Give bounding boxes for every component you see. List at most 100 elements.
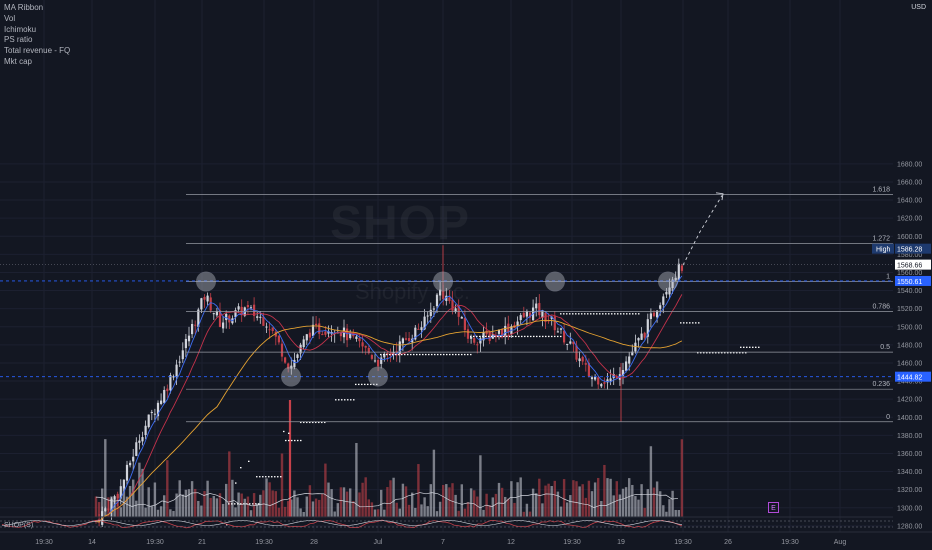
price-axis-tick: 1580.00 (897, 252, 922, 259)
ichimoku-dot (464, 353, 466, 356)
pivot-circle (658, 271, 678, 292)
volume-bar (373, 509, 377, 517)
candle-body (401, 338, 404, 344)
volume-bar (556, 491, 560, 517)
volume-bar (680, 439, 684, 517)
ichimoku-dot (274, 476, 276, 478)
candle-body (429, 309, 432, 316)
candle-body (497, 329, 501, 334)
volume-bar (342, 487, 346, 517)
earnings-event-badge[interactable]: E (768, 502, 779, 513)
volume-bar (376, 509, 380, 517)
pivot-circle (368, 366, 388, 387)
ichimoku-dot (745, 352, 747, 354)
ichimoku-dot (446, 353, 448, 356)
indicator-total-revenue[interactable]: Total revenue - FQ (4, 46, 71, 56)
ichimoku-dot (434, 353, 436, 356)
volume-bar (283, 506, 287, 517)
ichimoku-dot (746, 346, 748, 348)
indicator-ps-ratio[interactable]: PS ratio (4, 35, 33, 45)
ichimoku-dot (733, 352, 735, 354)
price-badge: 1568.66 (895, 259, 931, 270)
ichimoku-dot (364, 383, 366, 386)
ichimoku-dot (530, 335, 532, 338)
candle-body (519, 315, 522, 321)
volume-bar (435, 511, 439, 517)
volume-bar (184, 489, 188, 517)
ichimoku-dot (470, 353, 472, 356)
candle-body (680, 265, 683, 271)
candle-body (315, 323, 318, 326)
candle-body (237, 306, 240, 310)
price-axis-tick: 1340.00 (897, 469, 922, 476)
indicator-mkt-cap[interactable]: Mkt cap (4, 56, 33, 66)
candle-body (597, 377, 600, 385)
ichimoku-dot (262, 476, 264, 478)
candle-body (435, 294, 439, 307)
volume-bar (321, 493, 324, 517)
candle-body (287, 363, 290, 369)
candle-body (268, 329, 271, 331)
volume-bar (280, 453, 284, 517)
price-badge: 1586.28 High (872, 243, 931, 254)
volume-bar (618, 494, 622, 517)
ichimoku-dot (389, 353, 391, 356)
volume-bar (187, 489, 191, 517)
volume-bar (135, 500, 138, 517)
price-axis-tick: 1600.00 (897, 234, 922, 241)
candle-body (327, 331, 330, 334)
indicator-vol[interactable]: Vol (4, 13, 16, 23)
ichimoku-dot (401, 353, 403, 356)
candle-body (147, 414, 150, 428)
volume-bar (420, 504, 423, 517)
volume-bar (606, 478, 609, 517)
ichimoku-dot (629, 313, 631, 315)
currency-label[interactable]: USD (911, 4, 926, 11)
volume-bar (392, 477, 395, 517)
candle-body (156, 402, 160, 417)
indicator-ichimoku[interactable]: Ichimoku (4, 24, 37, 34)
ichimoku-dot (752, 346, 754, 348)
price-axis-tick: 1540.00 (897, 288, 922, 295)
volume-bar (327, 482, 330, 517)
volume-bar (587, 480, 591, 517)
volume-bar (652, 487, 656, 517)
candle-body (358, 338, 361, 342)
ichimoku-dot (686, 322, 688, 324)
ichimoku-dot (288, 432, 290, 434)
volume-bar (476, 496, 479, 517)
volume-bar (104, 439, 107, 517)
volume-bar (97, 502, 101, 517)
candle-body (671, 279, 674, 288)
volume-bar (383, 509, 386, 517)
ichimoku-dot (306, 421, 308, 424)
candle-body (321, 334, 324, 336)
volume-bar (119, 507, 122, 517)
volume-bar (451, 483, 454, 517)
price-axis-tick: 1420.00 (897, 397, 922, 404)
candle-body (612, 374, 615, 379)
candle-body (572, 341, 575, 345)
volume-bar (609, 478, 612, 517)
volume-bar (578, 486, 581, 517)
ichimoku-dot (512, 335, 514, 338)
volume-bar (293, 490, 296, 517)
volume-bar (107, 497, 110, 517)
candle-body (262, 316, 265, 326)
volume-bar (581, 484, 584, 517)
price-badge-value: 1586.28 (897, 247, 922, 254)
candle-body (637, 338, 640, 341)
candle-body (290, 365, 293, 369)
ichimoku-dot (443, 353, 445, 356)
volume-bar (504, 496, 507, 517)
ma-fast-line (95, 275, 683, 523)
price-axis-tick: 1660.00 (897, 179, 922, 186)
volume-bar (178, 480, 181, 517)
volume-bar (144, 507, 147, 517)
candle-body (594, 376, 597, 380)
ichimoku-dot (590, 313, 592, 315)
company-watermark: Shopify Inc. (355, 279, 470, 304)
indicator-ma-ribbon[interactable]: MA Ribbon (4, 3, 44, 12)
ichimoku-dot (692, 322, 694, 324)
